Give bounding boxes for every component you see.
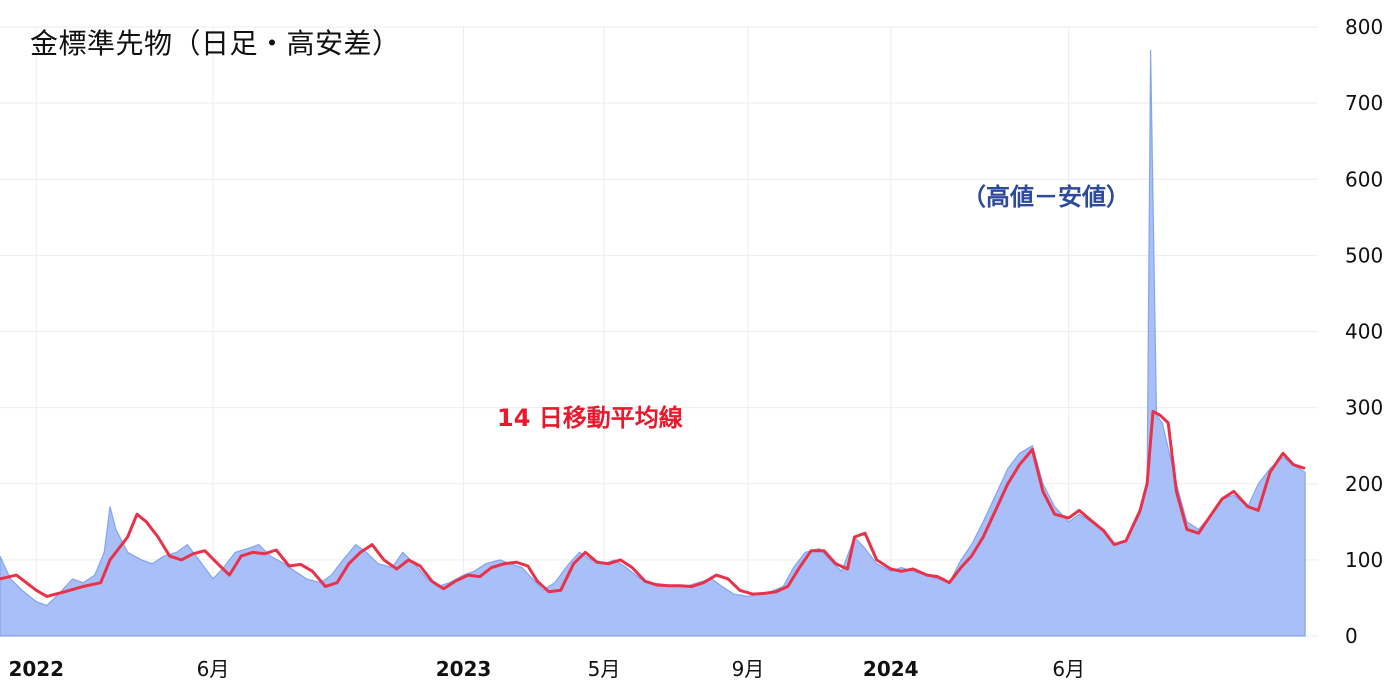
ma-line [0, 409, 1306, 598]
y-tick-label: 700 [1345, 91, 1383, 115]
x-tick-label: 6月 [1052, 657, 1085, 681]
y-tick-label: 100 [1345, 548, 1383, 572]
y-tick-label: 300 [1345, 396, 1383, 420]
y-tick-label: 400 [1345, 320, 1383, 344]
y-tick-label: 500 [1345, 243, 1383, 267]
y-axis: 0 100 200 300 400 500 600 700 800 [1345, 15, 1383, 648]
y-tick-label: 200 [1345, 472, 1383, 496]
x-tick-label: 6月 [197, 657, 230, 681]
range-area [0, 49, 1306, 637]
y-tick-label: 0 [1345, 624, 1358, 648]
x-tick-label: 2024 [863, 657, 919, 681]
grid [0, 26, 1318, 637]
ma-annotation: 14 日移動平均線 [497, 404, 683, 432]
chart-title: 金標準先物（日足・高安差） [30, 27, 401, 60]
x-tick-label: 2022 [8, 657, 64, 681]
x-axis: 2022 6月 2023 5月 9月 2024 6月 [8, 657, 1085, 681]
x-tick-label: 2023 [436, 657, 492, 681]
x-tick-label: 5月 [588, 657, 621, 681]
y-tick-label: 800 [1345, 15, 1383, 39]
x-tick-label: 9月 [732, 657, 765, 681]
range-annotation: （高値－安値） [962, 183, 1130, 211]
y-tick-label: 600 [1345, 167, 1383, 191]
